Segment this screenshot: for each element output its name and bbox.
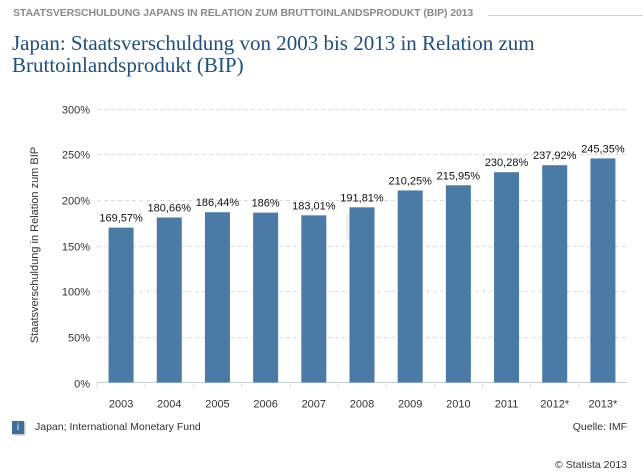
x-tick-label: 2003 (109, 399, 133, 411)
x-tick-label: 2013* (589, 399, 618, 411)
bar-2009 (397, 190, 423, 383)
bar-2003 (108, 227, 134, 383)
data-label: 186,44% (196, 197, 240, 209)
bar-2008 (349, 207, 375, 383)
y-tick-label: 100% (62, 287, 90, 299)
data-label: 180,66% (148, 202, 192, 214)
data-label: 230,28% (485, 157, 529, 169)
copyright[interactable]: © Statista 2013 (555, 459, 627, 471)
bar-2005 (204, 212, 230, 383)
data-label: 245,35% (581, 143, 625, 155)
x-tick-label: 2008 (350, 399, 374, 411)
kicker-divider (488, 15, 643, 16)
info-icon[interactable]: i (12, 421, 24, 434)
x-tick-label: 2012* (540, 399, 569, 411)
x-tick-label: 2011 (495, 399, 519, 411)
source-note: Japan; International Monetary Fund (35, 421, 201, 433)
x-tick-label: 2009 (398, 399, 422, 411)
y-tick-label: 150% (62, 242, 90, 254)
y-tick-label: 50% (68, 333, 90, 345)
data-label: 169,57% (99, 213, 143, 225)
bar-2012* (542, 165, 568, 383)
data-label: 183,01% (292, 200, 336, 212)
chart-title: Japan: Staatsverschuldung von 2003 bis 2… (12, 31, 535, 77)
bar-2013* (590, 158, 616, 383)
source-label[interactable]: Quelle: IMF (572, 421, 627, 433)
y-tick-label: 250% (62, 150, 90, 162)
data-label: 210,25% (388, 175, 432, 187)
bar-2006 (253, 212, 279, 383)
x-tick-label: 2004 (157, 399, 181, 411)
bar-2007 (301, 215, 327, 383)
chart-kicker: STAATSVERSCHULDUNG JAPANS IN RELATION ZU… (13, 7, 474, 19)
bar-2010 (445, 185, 471, 383)
y-tick-label: 0% (74, 379, 90, 391)
x-tick-label: 2010 (446, 399, 470, 411)
x-tick-label: 2007 (302, 399, 326, 411)
bar-2011 (494, 172, 520, 383)
data-label: 191,81% (340, 192, 384, 204)
y-tick-label: 200% (62, 196, 90, 208)
y-axis-title: Staatsverschuldung in Relation zum BIP (29, 147, 41, 343)
x-tick-label: 2006 (253, 399, 277, 411)
x-tick-label: 2005 (205, 399, 229, 411)
data-label: 215,95% (437, 170, 481, 182)
data-label: 186% (252, 198, 280, 210)
data-label: 237,92% (533, 150, 577, 162)
bar-2004 (156, 217, 182, 383)
y-tick-label: 300% (62, 105, 90, 117)
